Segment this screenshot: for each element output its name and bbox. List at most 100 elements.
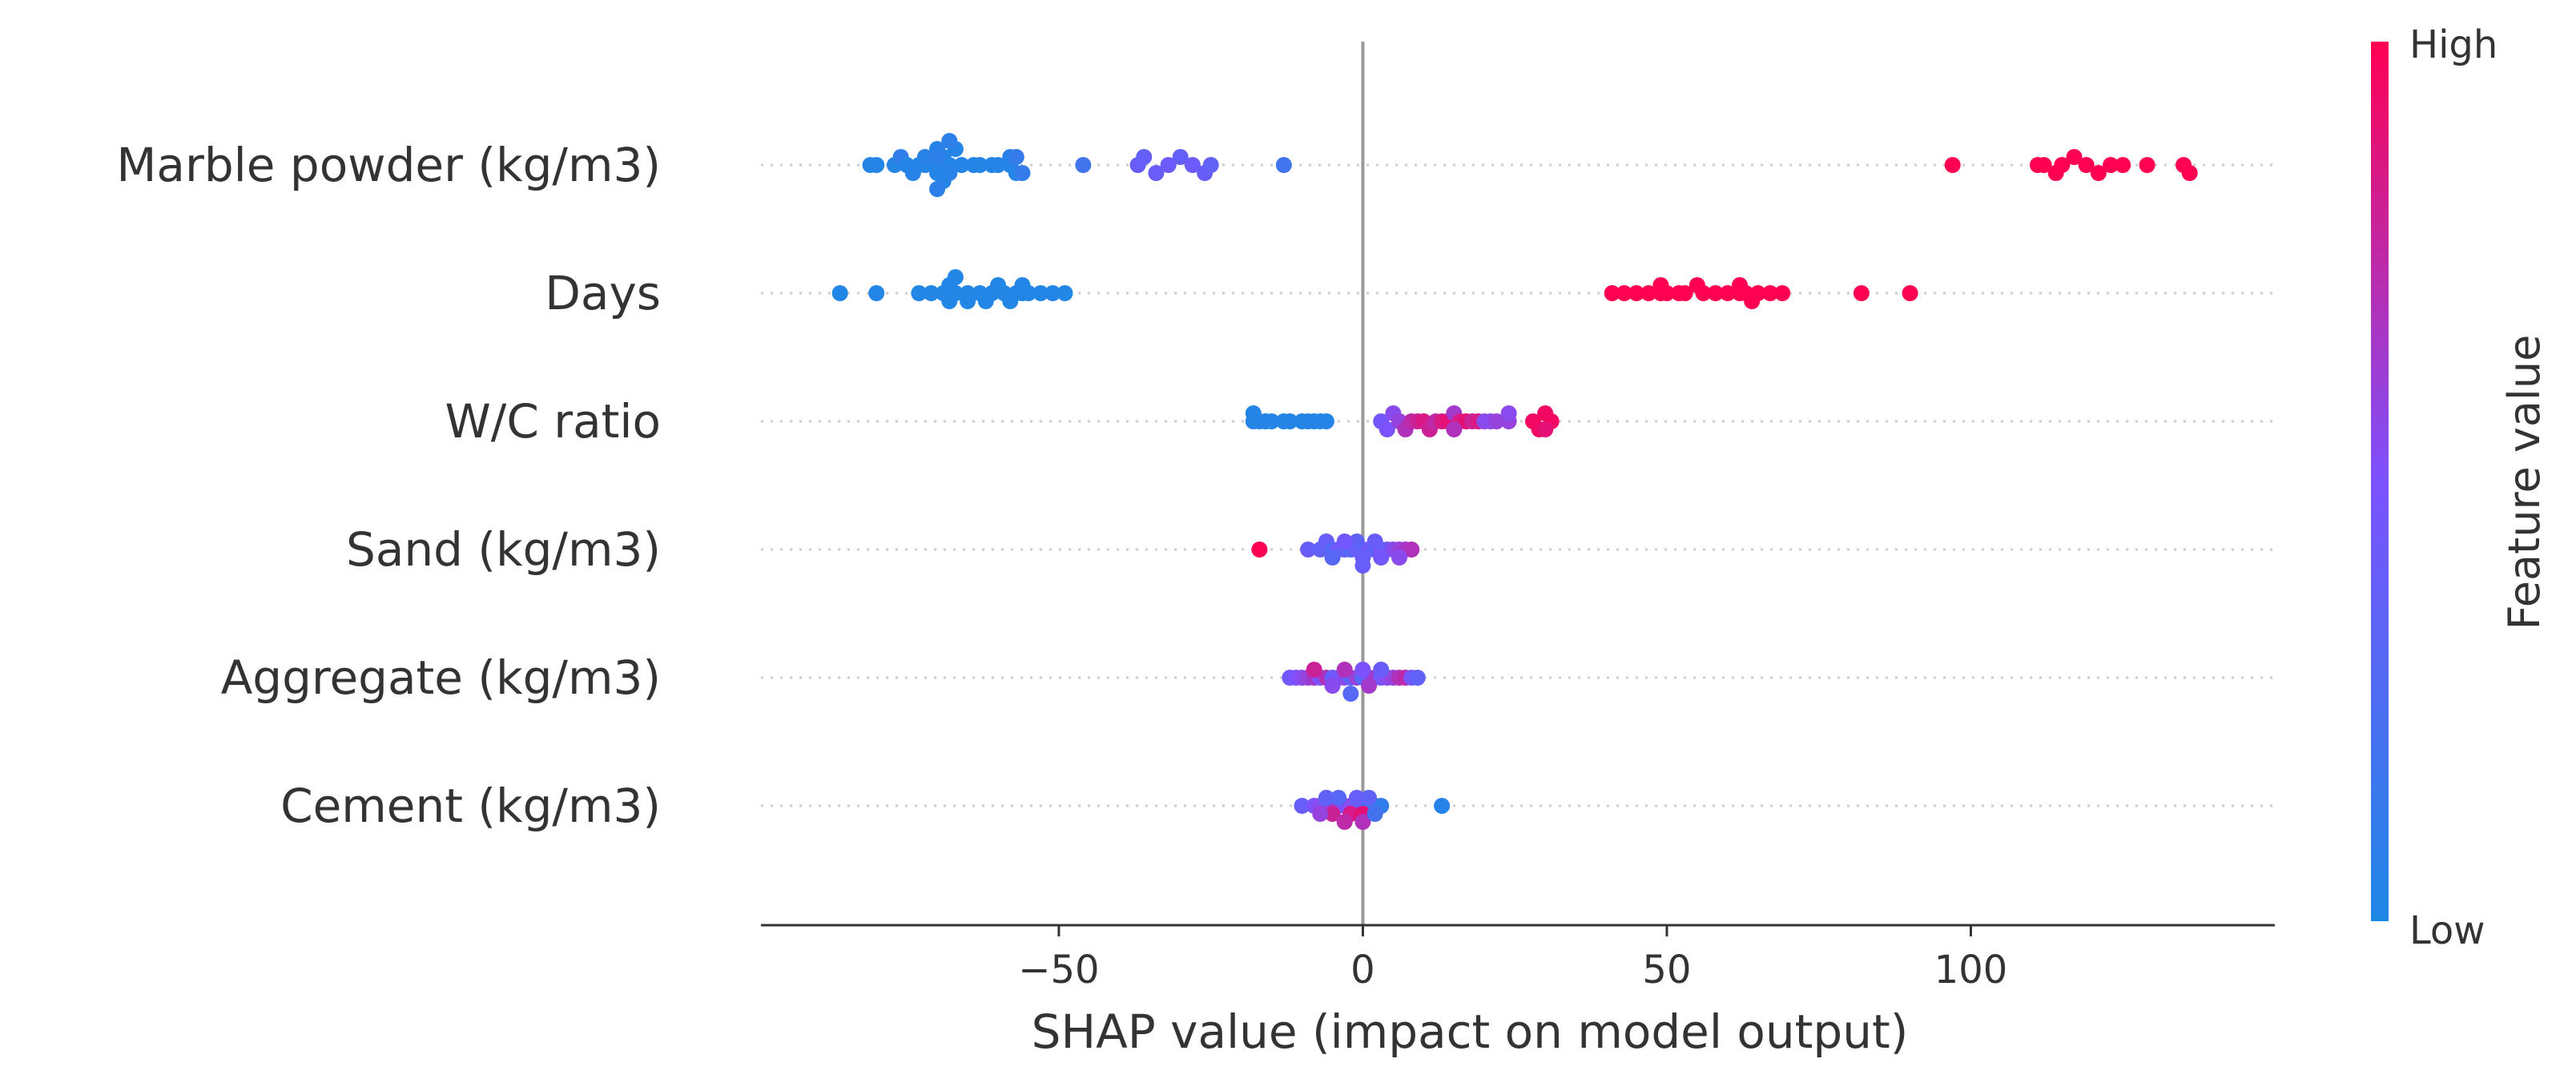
shap-point xyxy=(947,269,964,285)
shap-point xyxy=(1354,662,1371,678)
x-tick-label: 100 xyxy=(1934,948,2008,992)
shap-point xyxy=(1336,533,1353,550)
shap-point xyxy=(1008,149,1024,165)
shap-point xyxy=(1330,790,1347,806)
shap-point xyxy=(1263,413,1280,429)
shap-point xyxy=(1446,421,1463,437)
shap-point xyxy=(1409,670,1426,686)
shap-point xyxy=(1628,285,1644,301)
shap-point xyxy=(1366,533,1383,550)
feature-label: Aggregate (kg/m3) xyxy=(221,650,661,705)
shap-point xyxy=(1014,277,1031,293)
shap-point xyxy=(1318,413,1334,429)
shap-point xyxy=(868,157,885,173)
shap-point xyxy=(831,285,848,301)
shap-point xyxy=(916,149,933,165)
shap-point xyxy=(1676,285,1693,301)
shap-point xyxy=(1336,814,1353,830)
shap-point xyxy=(2054,157,2071,173)
shap-point xyxy=(1348,790,1365,806)
x-tick-label: 50 xyxy=(1642,948,1691,992)
feature-label: Sand (kg/m3) xyxy=(346,522,661,577)
shap-point xyxy=(1251,541,1268,558)
shap-point xyxy=(1604,285,1620,301)
shap-point xyxy=(1014,165,1031,181)
shap-point xyxy=(1342,686,1359,702)
shap-point xyxy=(1762,285,1778,301)
shap-point xyxy=(2103,157,2119,173)
shap-points xyxy=(831,133,2198,830)
shap-point xyxy=(1744,293,1761,309)
shap-point xyxy=(911,285,928,301)
shap-point xyxy=(1434,798,1451,814)
shap-point xyxy=(1774,285,1791,301)
shap-point xyxy=(1300,541,1317,558)
shap-point xyxy=(1282,413,1298,429)
shap-point xyxy=(1160,157,1177,173)
shap-point xyxy=(868,285,885,301)
shap-point xyxy=(1002,293,1019,309)
shap-point xyxy=(1361,790,1377,806)
shap-point xyxy=(1318,790,1334,806)
shap-point xyxy=(929,149,946,165)
shap-point xyxy=(1057,285,1073,301)
colorbar: High Low Feature value xyxy=(2371,22,2550,953)
shap-point xyxy=(1640,285,1657,301)
x-tick-label: 0 xyxy=(1350,948,1375,992)
x-tick-label: −50 xyxy=(1018,948,1099,992)
shap-point xyxy=(1403,541,1420,558)
shap-point xyxy=(1537,421,1554,437)
shap-point xyxy=(1688,277,1705,293)
shap-point xyxy=(1902,285,1918,301)
colorbar-low-label: Low xyxy=(2409,908,2485,953)
shap-point xyxy=(1354,558,1371,574)
shap-point xyxy=(977,293,994,309)
shap-point xyxy=(2035,157,2052,173)
colorbar-title: Feature value xyxy=(2499,335,2550,630)
shap-point xyxy=(2181,165,2198,181)
shap-point xyxy=(1379,421,1395,437)
shap-point xyxy=(1373,662,1390,678)
shap-point xyxy=(1853,285,1870,301)
shap-point xyxy=(904,165,921,181)
shap-point xyxy=(1184,157,1201,173)
shap-point xyxy=(1707,285,1724,301)
feature-label: Cement (kg/m3) xyxy=(280,779,661,833)
shap-point xyxy=(1306,662,1322,678)
shap-point xyxy=(1324,678,1341,694)
shap-point xyxy=(1275,157,1292,173)
shap-point xyxy=(1336,662,1353,678)
shap-point xyxy=(1148,165,1165,181)
shap-point xyxy=(1366,806,1383,822)
shap-point xyxy=(1294,798,1310,814)
shap-point xyxy=(1652,277,1669,293)
shap-point xyxy=(2078,157,2095,173)
shap-point xyxy=(2066,149,2083,165)
shap-point xyxy=(1245,405,1262,421)
shap-point xyxy=(2115,157,2131,173)
shap-point xyxy=(1361,678,1377,694)
feature-label: Marble powder (kg/m3) xyxy=(116,138,661,192)
shap-point xyxy=(1075,157,1092,173)
colorbar-gradient xyxy=(2371,42,2389,921)
shap-point xyxy=(1944,157,1961,173)
shap-point xyxy=(960,293,976,309)
shap-point xyxy=(1348,533,1365,550)
x-axis: −50 0 50 100 SHAP value (impact on model ou… xyxy=(761,924,2275,1059)
feature-rows: Marble powder (kg/m3) Days W/C ratio Sand (… xyxy=(116,138,2275,833)
shap-point xyxy=(1391,550,1407,566)
shap-point xyxy=(1202,157,1219,173)
shap-point xyxy=(1324,550,1341,566)
shap-point xyxy=(1136,149,1153,165)
shap-point xyxy=(1324,806,1341,822)
shap-point xyxy=(923,285,940,301)
shap-point xyxy=(1373,550,1390,566)
shap-point xyxy=(1312,806,1329,822)
feature-label: W/C ratio xyxy=(445,394,661,449)
shap-point xyxy=(1354,814,1371,830)
shap-point xyxy=(990,157,1006,173)
shap-point xyxy=(1500,405,1517,421)
shap-point xyxy=(1732,277,1748,293)
x-axis-ticks: −50 0 50 100 xyxy=(1018,925,2007,992)
